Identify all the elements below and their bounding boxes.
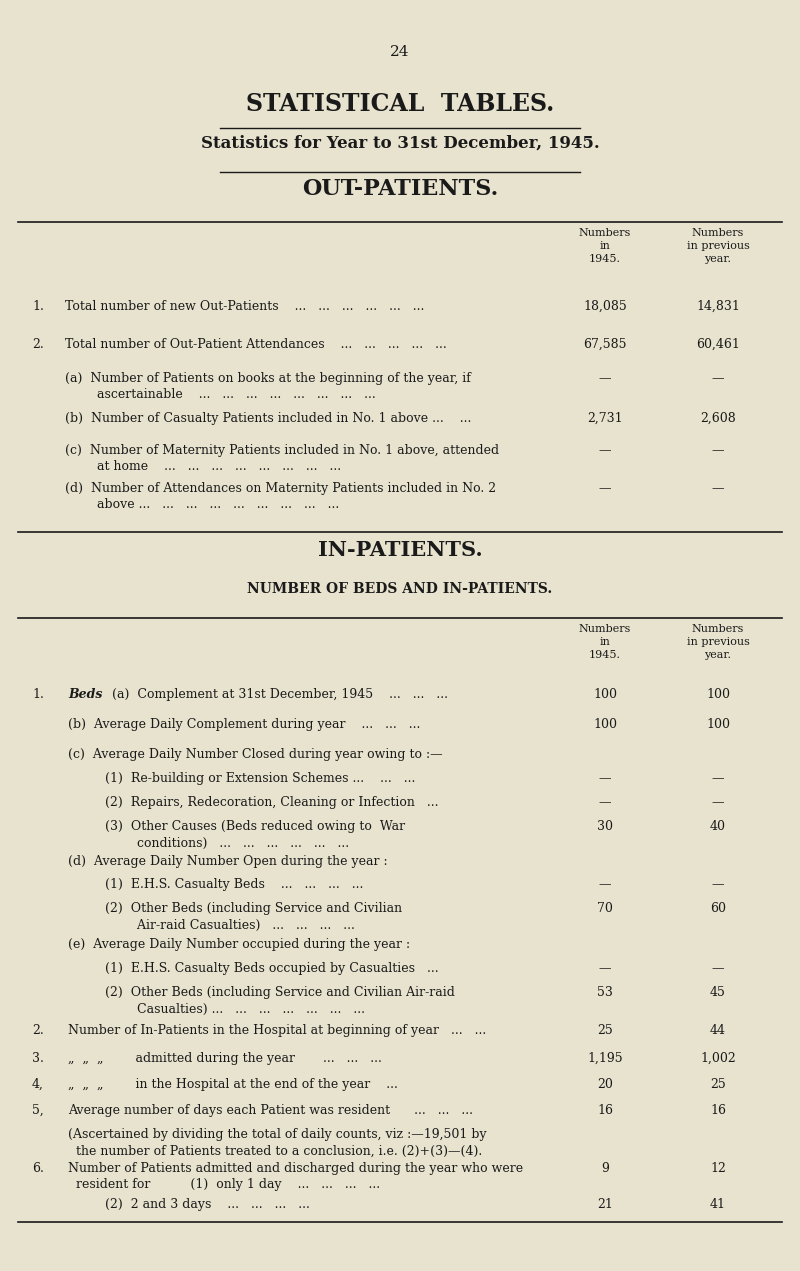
Text: Numbers
in
1945.: Numbers in 1945. [579,228,631,263]
Text: 70: 70 [597,902,613,915]
Text: —: — [598,878,611,891]
Text: (b)  Number of Casualty Patients included in No. 1 above ...    ...: (b) Number of Casualty Patients included… [65,412,471,425]
Text: 100: 100 [706,688,730,702]
Text: 20: 20 [597,1078,613,1091]
Text: 21: 21 [597,1199,613,1211]
Text: Beds: Beds [68,688,102,702]
Text: STATISTICAL  TABLES.: STATISTICAL TABLES. [246,92,554,116]
Text: Total number of Out-Patient Attendances    ...   ...   ...   ...   ...: Total number of Out-Patient Attendances … [65,338,446,351]
Text: 40: 40 [710,820,726,833]
Text: Numbers
in previous
year.: Numbers in previous year. [686,228,750,263]
Text: (2)  Repairs, Redecoration, Cleaning or Infection   ...: (2) Repairs, Redecoration, Cleaning or I… [105,796,438,810]
Text: Number of In-Patients in the Hospital at beginning of year   ...   ...: Number of In-Patients in the Hospital at… [68,1024,486,1037]
Text: 2.: 2. [32,338,44,351]
Text: Statistics for Year to 31st December, 1945.: Statistics for Year to 31st December, 19… [201,135,599,153]
Text: 60: 60 [710,902,726,915]
Text: —: — [598,771,611,785]
Text: —: — [598,796,611,810]
Text: 60,461: 60,461 [696,338,740,351]
Text: 41: 41 [710,1199,726,1211]
Text: (1)  E.H.S. Casualty Beds occupied by Casualties   ...: (1) E.H.S. Casualty Beds occupied by Cas… [105,962,438,975]
Text: —: — [712,962,724,975]
Text: „  „  „        admitted during the year       ...   ...   ...: „ „ „ admitted during the year ... ... .… [68,1052,382,1065]
Text: 4,: 4, [32,1078,44,1091]
Text: 5,: 5, [32,1104,44,1117]
Text: 2,731: 2,731 [587,412,623,425]
Text: 2.: 2. [32,1024,44,1037]
Text: 100: 100 [593,718,617,731]
Text: 25: 25 [597,1024,613,1037]
Text: Total number of new Out-Patients    ...   ...   ...   ...   ...   ...: Total number of new Out-Patients ... ...… [65,300,424,313]
Text: —: — [712,796,724,810]
Text: (a)  Complement at 31st December, 1945    ...   ...   ...: (a) Complement at 31st December, 1945 ..… [112,688,448,702]
Text: 45: 45 [710,986,726,999]
Text: Number of Patients admitted and discharged during the year who were
  resident f: Number of Patients admitted and discharg… [68,1162,523,1191]
Text: (2)  Other Beds (including Service and Civilian
        Air-raid Casualties)   .: (2) Other Beds (including Service and Ci… [105,902,402,932]
Text: (c)  Number of Maternity Patients included in No. 1 above, attended
        at h: (c) Number of Maternity Patients include… [65,444,499,474]
Text: 14,831: 14,831 [696,300,740,313]
Text: —: — [598,372,611,385]
Text: 53: 53 [597,986,613,999]
Text: —: — [598,444,611,458]
Text: —: — [598,962,611,975]
Text: NUMBER OF BEDS AND IN-PATIENTS.: NUMBER OF BEDS AND IN-PATIENTS. [247,582,553,596]
Text: (d)  Average Daily Number Open during the year :: (d) Average Daily Number Open during the… [68,855,388,868]
Text: —: — [712,482,724,494]
Text: 1.: 1. [32,688,44,702]
Text: —: — [712,878,724,891]
Text: 44: 44 [710,1024,726,1037]
Text: (c)  Average Daily Number Closed during year owing to :—: (c) Average Daily Number Closed during y… [68,749,442,761]
Text: 1,195: 1,195 [587,1052,623,1065]
Text: (Ascertained by dividing the total of daily counts, viz :—19,501 by
  the number: (Ascertained by dividing the total of da… [68,1127,486,1158]
Text: 100: 100 [706,718,730,731]
Text: (3)  Other Causes (Beds reduced owing to  War
        conditions)   ...   ...   : (3) Other Causes (Beds reduced owing to … [105,820,405,849]
Text: 6.: 6. [32,1162,44,1174]
Text: (2)  Other Beds (including Service and Civilian Air-raid
        Casualties) ...: (2) Other Beds (including Service and Ci… [105,986,455,1016]
Text: Numbers
in previous
year.: Numbers in previous year. [686,624,750,660]
Text: —: — [712,444,724,458]
Text: OUT-PATIENTS.: OUT-PATIENTS. [302,178,498,200]
Text: 16: 16 [710,1104,726,1117]
Text: (a)  Number of Patients on books at the beginning of the year, if
        ascert: (a) Number of Patients on books at the b… [65,372,471,402]
Text: (1)  E.H.S. Casualty Beds    ...   ...   ...   ...: (1) E.H.S. Casualty Beds ... ... ... ... [105,878,363,891]
Text: 100: 100 [593,688,617,702]
Text: —: — [712,372,724,385]
Text: 24: 24 [390,44,410,58]
Text: —: — [712,771,724,785]
Text: 3.: 3. [32,1052,44,1065]
Text: Average number of days each Patient was resident      ...   ...   ...: Average number of days each Patient was … [68,1104,473,1117]
Text: 1.: 1. [32,300,44,313]
Text: (1)  Re-building or Extension Schemes ...    ...   ...: (1) Re-building or Extension Schemes ...… [105,771,415,785]
Text: 1,002: 1,002 [700,1052,736,1065]
Text: 18,085: 18,085 [583,300,627,313]
Text: 12: 12 [710,1162,726,1174]
Text: 16: 16 [597,1104,613,1117]
Text: (d)  Number of Attendances on Maternity Patients included in No. 2
        above: (d) Number of Attendances on Maternity P… [65,482,496,511]
Text: 9: 9 [601,1162,609,1174]
Text: Numbers
in
1945.: Numbers in 1945. [579,624,631,660]
Text: 25: 25 [710,1078,726,1091]
Text: „  „  „        in the Hospital at the end of the year    ...: „ „ „ in the Hospital at the end of the … [68,1078,398,1091]
Text: 67,585: 67,585 [583,338,626,351]
Text: (2)  2 and 3 days    ...   ...   ...   ...: (2) 2 and 3 days ... ... ... ... [105,1199,310,1211]
Text: IN-PATIENTS.: IN-PATIENTS. [318,540,482,561]
Text: —: — [598,482,611,494]
Text: (b)  Average Daily Complement during year    ...   ...   ...: (b) Average Daily Complement during year… [68,718,420,731]
Text: 2,608: 2,608 [700,412,736,425]
Text: 30: 30 [597,820,613,833]
Text: (e)  Average Daily Number occupied during the year :: (e) Average Daily Number occupied during… [68,938,410,951]
